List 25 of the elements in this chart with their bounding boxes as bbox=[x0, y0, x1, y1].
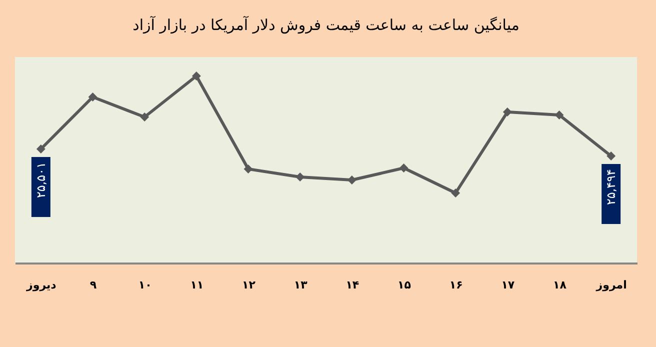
x-tick-label: دیروز bbox=[26, 278, 57, 292]
x-tick-label: ۱۷ bbox=[501, 278, 515, 292]
x-tick-label: ۱۳ bbox=[294, 278, 308, 292]
x-tick-label: ۱۲ bbox=[242, 278, 256, 292]
x-tick-label: ۱۶ bbox=[449, 278, 463, 292]
data-label: ۲۵,۵۰۱ bbox=[34, 162, 48, 198]
point bbox=[244, 164, 253, 174]
x-tick-label: ۱۴ bbox=[346, 278, 360, 292]
point bbox=[140, 112, 150, 122]
point bbox=[606, 152, 616, 160]
x-tick-label: ۱۱ bbox=[190, 278, 204, 292]
point bbox=[554, 110, 564, 120]
x-tick-label: ۱۸ bbox=[553, 278, 567, 292]
x-tick-label: ۹ bbox=[90, 278, 97, 292]
point bbox=[502, 108, 512, 116]
x-tick-label: ۱۵ bbox=[398, 278, 412, 292]
point bbox=[36, 144, 46, 154]
x-tick-label: امروز bbox=[595, 278, 627, 292]
point bbox=[88, 92, 98, 102]
point bbox=[399, 164, 408, 172]
data-label: ۲۵,۴۹۴ bbox=[604, 169, 618, 206]
point bbox=[451, 188, 460, 198]
chart-title: میانگین ساعت به ساعت قیمت فروش دلار آمریکا در بازار آزاد bbox=[132, 15, 520, 34]
point bbox=[192, 72, 201, 80]
x-tick-label: ۱۰ bbox=[138, 278, 152, 292]
